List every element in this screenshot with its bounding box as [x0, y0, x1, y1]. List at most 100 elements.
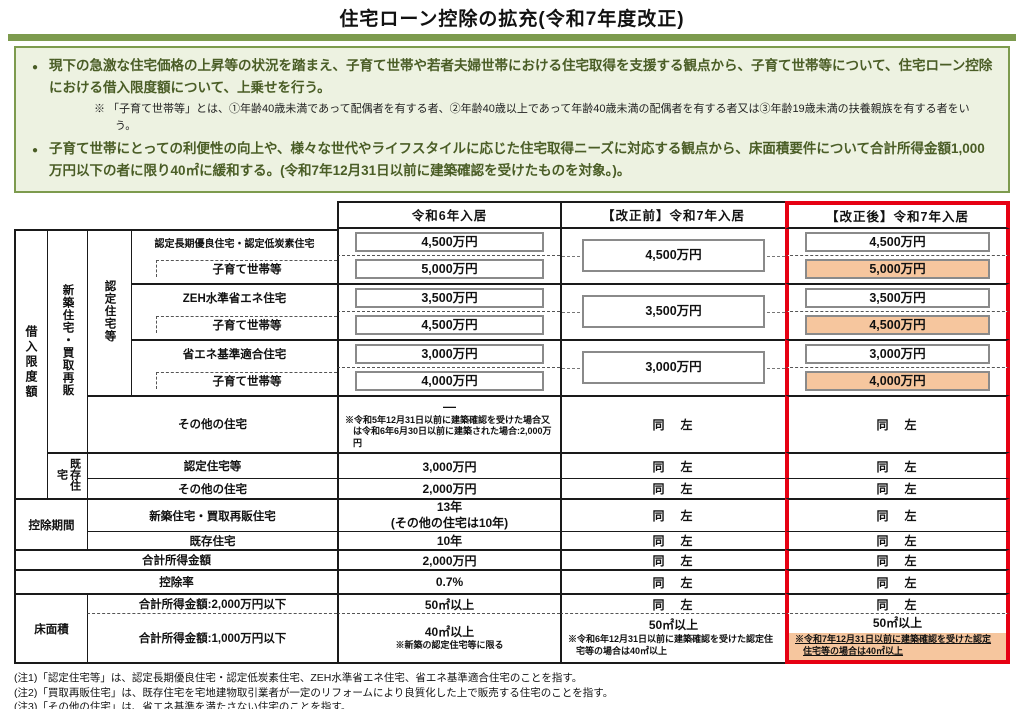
limit-box-highlight: 4,500万円	[805, 315, 990, 336]
limit-box: 3,000万円	[355, 343, 544, 364]
comparison-table: 令和6年入居 【改正前】令和7年入居 【改正後】令和7年入居 借入限度額 新築住…	[14, 200, 1010, 665]
row-label-period-new: 新築住宅・買取再販住宅	[87, 498, 337, 532]
cell-r12-before: 同 左	[560, 549, 785, 570]
bullet-icon: ●	[32, 62, 39, 73]
cell-r11-reiwa6: 10年	[337, 531, 560, 550]
cell-r14-reiwa6: 50㎡以上	[337, 593, 560, 614]
cell-r12-reiwa6: 2,000万円	[337, 549, 560, 570]
intro-bullet-1-note: ※ 「子育て世帯等」とは、①年齢40歳未満であって配偶者を有する者、②年齢40歳…	[94, 102, 970, 132]
cell-r3-after: 3,500万円	[785, 282, 1010, 311]
bullet-icon: ●	[32, 144, 39, 156]
col-header-before: 【改正前】令和7年入居	[560, 200, 785, 229]
limit-box: 3,500万円	[355, 287, 544, 308]
row-label-child-rearing-2: 子育て世帯等	[131, 310, 337, 339]
cell-r7-reiwa6: — ※令和5年12月31日以前に建築確認を受けた場合又は令和6年6月30日以前に…	[337, 394, 560, 453]
cell-r1-before: 4,500万円	[560, 228, 785, 283]
limit-box: 3,000万円	[805, 343, 990, 364]
section-label-deduction-period: 控除期間	[14, 498, 87, 550]
cell-r14-after: 同 左	[785, 593, 1010, 614]
limit-box: 4,500万円	[355, 231, 544, 252]
cell-note: ※令和6年12月31日以前に建築確認を受けた認定住宅等の場合は40㎡以上	[568, 634, 774, 657]
cell-r11-after: 同 左	[785, 531, 1010, 550]
header-spacer	[14, 201, 337, 229]
page-title: 住宅ローン控除の拡充(令和7年度改正)	[339, 9, 685, 30]
cell-r15-reiwa6: 40㎡以上 ※新築の認定住宅等に限る	[337, 613, 560, 665]
cell-r9-before: 同 左	[560, 478, 785, 499]
intro-bullet-2: ● 子育て世帯にとっての利便性の向上や、様々な世代やライフスタイルに応じた住宅取…	[32, 138, 996, 182]
intro-bullet-1: ● 現下の急激な住宅価格の上昇等の状況を踏まえ、子育て世帯や若者夫婦世帯における…	[32, 55, 996, 99]
cell-r2-reiwa6: 5,000万円	[337, 254, 560, 283]
cell-note: ※新築の認定住宅等に限る	[395, 639, 504, 650]
dash-mark: —	[443, 398, 456, 414]
footnote-3: (注3)「その他の住宅」は、省エネ基準を満たさない住宅のことを指す。	[14, 701, 352, 709]
cell-r8-before: 同 左	[560, 452, 785, 479]
cell-r4-after: 4,500万円	[785, 310, 1010, 339]
cell-r10-reiwa6: 13年 (その他の住宅は10年)	[337, 498, 560, 532]
cell-r1-after: 4,500万円	[785, 228, 1010, 255]
row-label-certified-existing: 認定住宅等	[87, 452, 337, 479]
cell-r14-before: 同 左	[560, 593, 785, 614]
section-label-deduction-rate: 控除率	[14, 569, 337, 594]
limit-box: 4,000万円	[355, 371, 544, 392]
row-label-child-rearing-3: 子育て世帯等	[131, 366, 337, 395]
cell-r5-reiwa6: 3,000万円	[337, 338, 560, 367]
cell-r10-after: 同 左	[785, 498, 1010, 532]
limit-box: 3,500万円	[805, 287, 990, 308]
intro-bullet-2-text: 子育て世帯にとっての利便性の向上や、様々な世代やライフスタイルに応じた住宅取得ニ…	[49, 140, 985, 178]
section-label-certified-housing: 認定住宅等	[87, 228, 131, 395]
cell-r6-after: 4,000万円	[785, 366, 1010, 395]
cell-r15-before: 50㎡以上 ※令和6年12月31日以前に建築確認を受けた認定住宅等の場合は40㎡…	[560, 613, 785, 665]
row-label-income-2000: 合計所得金額:2,000万円以下	[87, 593, 337, 614]
intro-summary-box: ● 現下の急激な住宅価格の上昇等の状況を踏まえ、子育て世帯や若者夫婦世帯における…	[14, 46, 1010, 193]
col-header-reiwa6: 令和6年入居	[337, 200, 560, 229]
row-label-income-1000: 合計所得金額:1,000万円以下	[87, 613, 337, 665]
cell-r5-before: 3,000万円	[560, 338, 785, 395]
limit-box: 4,500万円	[355, 315, 544, 336]
cell-r13-after: 同 左	[785, 569, 1010, 594]
row-label-energy-standard: 省エネ基準適合住宅	[131, 338, 337, 367]
limit-box: 4,500万円	[582, 239, 765, 273]
cell-r3-reiwa6: 3,500万円	[337, 282, 560, 311]
cell-r11-before: 同 左	[560, 531, 785, 550]
title-underline-bar	[8, 34, 1016, 41]
cell-r3-before: 3,500万円	[560, 282, 785, 339]
cell-r2-after: 5,000万円	[785, 254, 1010, 283]
footnotes: (注1)「認定住宅等」は、認定長期優良住宅・認定低炭素住宅、ZEH水準省エネ住宅…	[14, 671, 1010, 709]
limit-box: 3,000万円	[582, 351, 765, 385]
footnote-2: (注2)「買取再販住宅」は、既存住宅を宅地建物取引業者が一定のリフォームにより良…	[14, 686, 614, 699]
comparison-table-wrapper: 令和6年入居 【改正前】令和7年入居 【改正後】令和7年入居 借入限度額 新築住…	[14, 200, 1010, 665]
row-label-zeh: ZEH水準省エネ住宅	[131, 282, 337, 311]
section-label-new-build: 新築住宅・買取再販	[47, 228, 87, 453]
cell-r1-reiwa6: 4,500万円	[337, 228, 560, 255]
cell-r8-reiwa6: 3,000万円	[337, 452, 560, 479]
cell-r13-before: 同 左	[560, 569, 785, 594]
section-label-existing-housing: 既存住宅	[47, 452, 87, 499]
section-label-total-income: 合計所得金額	[14, 549, 337, 570]
row-label-certified-long-term: 認定長期優良住宅・認定低炭素住宅	[131, 228, 337, 255]
cell-r6-reiwa6: 4,000万円	[337, 366, 560, 395]
row-label-other-housing-new: その他の住宅	[87, 394, 337, 453]
intro-bullet-1-text: 現下の急激な住宅価格の上昇等の状況を踏まえ、子育て世帯や若者夫婦世帯における住宅…	[49, 58, 993, 95]
limit-box-highlight: 5,000万円	[805, 259, 990, 280]
cell-r9-reiwa6: 2,000万円	[337, 478, 560, 499]
section-label-floor-area: 床面積	[14, 593, 87, 665]
cell-r7-after: 同 左	[785, 394, 1010, 453]
cell-r5-after: 3,000万円	[785, 338, 1010, 367]
limit-box: 5,000万円	[355, 259, 544, 280]
cell-r7-before: 同 左	[560, 394, 785, 453]
limit-box: 3,500万円	[582, 295, 765, 329]
footnote-1: (注1)「認定住宅等」は、認定長期優良住宅・認定低炭素住宅、ZEH水準省エネ住宅…	[14, 672, 583, 685]
cell-r15-after: 50㎡以上 ※令和7年12月31日以前に建築確認を受けた認定住宅等の場合は40㎡…	[785, 613, 1010, 665]
cell-r12-after: 同 左	[785, 549, 1010, 570]
row-label-child-rearing-1: 子育て世帯等	[131, 254, 337, 283]
cell-r8-after: 同 左	[785, 452, 1010, 479]
cell-note: ※令和5年12月31日以前に建築確認を受けた場合又は令和6年6月30日以前に建築…	[345, 414, 552, 449]
limit-box-highlight: 4,000万円	[805, 371, 990, 392]
cell-r9-after: 同 左	[785, 478, 1010, 499]
cell-r13-reiwa6: 0.7%	[337, 569, 560, 594]
cell-r4-reiwa6: 4,500万円	[337, 310, 560, 339]
cell-note-highlight: ※令和7年12月31日以前に建築確認を受けた認定住宅等の場合は40㎡以上	[789, 633, 1006, 661]
limit-box: 4,500万円	[805, 231, 990, 252]
row-label-other-housing-existing: その他の住宅	[87, 478, 337, 499]
